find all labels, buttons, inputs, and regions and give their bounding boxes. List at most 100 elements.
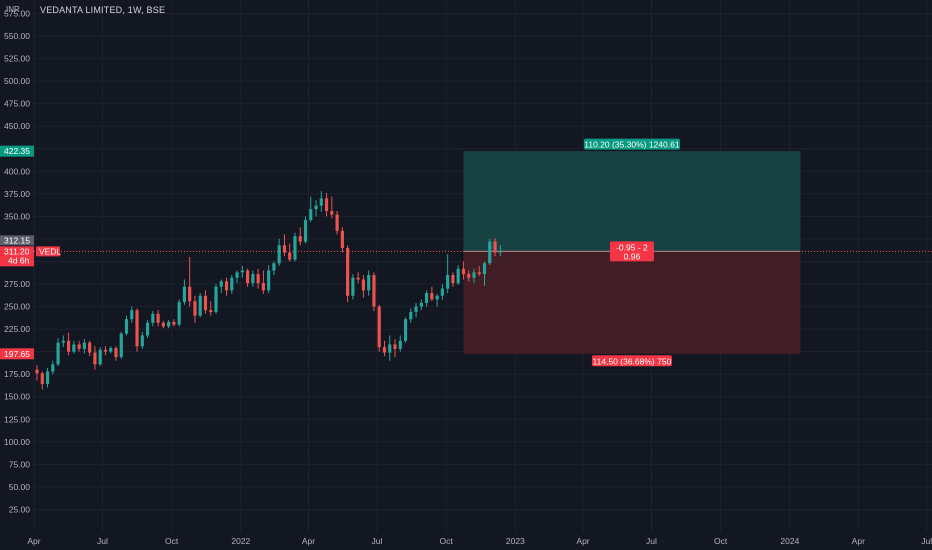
- candle-body: [351, 277, 355, 296]
- y-tick-label: 375.00: [4, 189, 30, 199]
- y-tick-label: 225.00: [4, 324, 30, 334]
- target-price-badge-bg: [0, 145, 34, 157]
- candle-body: [161, 322, 165, 327]
- candle-body: [309, 209, 313, 221]
- candle-body: [393, 344, 397, 349]
- x-tick-label: Apr: [576, 536, 589, 546]
- candle-body: [72, 344, 76, 352]
- x-tick-label: Jul: [97, 536, 108, 546]
- candle-body: [330, 210, 334, 215]
- y-tick-label: 500.00: [4, 76, 30, 86]
- candle-body: [93, 352, 97, 365]
- stop-price-badge: 197.65: [4, 349, 30, 359]
- candle-body: [209, 310, 213, 312]
- risk-reward-label-bg: [609, 241, 654, 262]
- y-tick-label: 475.00: [4, 99, 30, 109]
- candle-body: [135, 310, 139, 347]
- candle-body: [293, 236, 297, 260]
- candle-body: [446, 275, 450, 289]
- candle-body: [61, 340, 65, 343]
- candle-body: [156, 313, 160, 323]
- candle-body: [314, 205, 318, 210]
- candle-body: [456, 268, 460, 284]
- candle-body: [277, 245, 281, 264]
- candle-body: [282, 245, 287, 253]
- candle-body: [256, 274, 260, 284]
- x-tick-label: Apr: [852, 536, 865, 546]
- candle-body: [40, 373, 44, 385]
- profit-zone: [463, 151, 801, 252]
- y-tick-label: 450.00: [4, 121, 30, 131]
- candle-body: [451, 275, 455, 284]
- candle-body: [140, 335, 144, 347]
- candle-body: [261, 283, 265, 291]
- x-tick-label: 2023: [506, 536, 525, 546]
- candle-body: [388, 344, 392, 353]
- y-tick-label: 150.00: [4, 392, 30, 402]
- candle-body: [88, 342, 92, 353]
- candle-body: [124, 319, 129, 334]
- candle-body: [219, 281, 223, 287]
- candle-body: [145, 322, 150, 336]
- symbol-tag-bg: [36, 246, 60, 257]
- y-tick-label: 125.00: [4, 414, 30, 424]
- x-tick-label: Jul: [921, 536, 932, 546]
- candle-body: [172, 321, 176, 325]
- candle-body: [103, 349, 108, 352]
- candle-body: [246, 270, 250, 284]
- crosshair-price-badge: 312.15: [4, 235, 30, 245]
- candle-body: [119, 333, 123, 358]
- candle-body: [303, 220, 308, 242]
- candle-body: [440, 288, 444, 296]
- candle-body: [193, 301, 197, 316]
- stop-label: 114.50 (36.68%) 750: [593, 356, 672, 366]
- candle-body: [346, 247, 350, 296]
- y-tick-label: 50.00: [9, 482, 31, 492]
- target-label: 110.20 (35.30%) 1240.61: [584, 140, 680, 150]
- candle-body: [56, 342, 60, 365]
- candle-body: [493, 241, 497, 253]
- candle-body: [467, 274, 471, 278]
- candle-body: [235, 272, 239, 278]
- candle-body: [35, 369, 39, 374]
- candle-body: [335, 214, 339, 231]
- x-tick-label: Jul: [646, 536, 657, 546]
- candle-body: [77, 344, 81, 349]
- candle-body: [67, 340, 71, 352]
- candle-body: [130, 310, 134, 320]
- candle-body: [267, 270, 271, 291]
- candle-body: [177, 302, 181, 325]
- countdown-label: 4d 6h: [8, 255, 30, 265]
- candle-body: [488, 241, 492, 264]
- candle-body: [461, 268, 466, 275]
- x-tick-label: 2024: [780, 536, 799, 546]
- candle-body: [367, 275, 371, 291]
- candle-body: [382, 347, 387, 353]
- candle-body: [356, 277, 360, 280]
- candle-body: [409, 311, 413, 320]
- last-price-badge-bg: [0, 246, 34, 267]
- candle-body: [430, 293, 434, 300]
- symbol-tag: VEDL: [39, 246, 61, 256]
- crosshair-price-badge-bg: [0, 235, 34, 246]
- candle-body: [298, 236, 302, 242]
- target-price-badge: 422.35: [4, 146, 30, 156]
- candle-body: [272, 263, 276, 271]
- candle-body: [372, 275, 376, 307]
- candle-body: [398, 340, 402, 349]
- candle-body: [498, 250, 502, 253]
- y-tick-label: 400.00: [4, 166, 30, 176]
- y-tick-label: 250.00: [4, 302, 30, 312]
- candle-body: [114, 348, 118, 358]
- candle-body: [288, 252, 292, 260]
- candle-body: [324, 198, 329, 211]
- candle-body: [251, 274, 255, 284]
- candle-body: [167, 321, 171, 327]
- candle-body: [188, 286, 192, 302]
- x-tick-label: Oct: [165, 536, 179, 546]
- x-tick-label: Oct: [440, 536, 454, 546]
- candle-body: [182, 286, 186, 303]
- y-tick-label: 575.00: [4, 9, 30, 19]
- candle-body: [203, 295, 208, 311]
